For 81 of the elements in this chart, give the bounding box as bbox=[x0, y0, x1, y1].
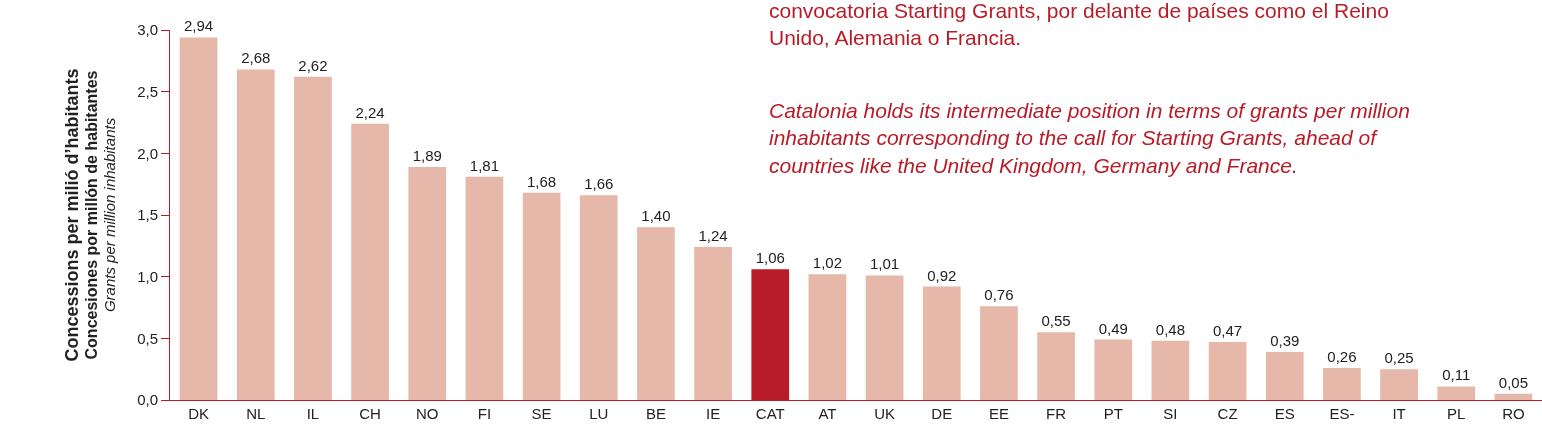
x-tick-label: FR bbox=[1046, 405, 1067, 422]
x-tick-label: IE bbox=[705, 405, 721, 422]
bar bbox=[694, 247, 732, 400]
bar bbox=[579, 195, 618, 400]
y-tick-label: 0,0 bbox=[137, 391, 158, 409]
data-label: 0,76 bbox=[984, 286, 1014, 304]
bar bbox=[1265, 351, 1304, 400]
bar bbox=[1208, 342, 1247, 400]
data-label: 0,26 bbox=[1327, 347, 1357, 365]
x-tick-label: RO bbox=[1502, 405, 1525, 422]
data-label: 1,24 bbox=[698, 227, 728, 245]
data-label: 1,02 bbox=[812, 254, 843, 272]
x-tick-label: NL bbox=[246, 405, 266, 422]
data-label: 1,06 bbox=[755, 249, 785, 267]
x-tick-label: EE bbox=[988, 405, 1009, 422]
x-tick-label: CH bbox=[359, 405, 381, 422]
x-tick-label: DE bbox=[931, 405, 953, 422]
x-tick-label: IL bbox=[306, 405, 320, 422]
data-label: 0,55 bbox=[1041, 312, 1071, 330]
bar bbox=[522, 192, 561, 400]
bar bbox=[1094, 339, 1133, 400]
x-tick-label: ES- bbox=[1329, 405, 1355, 422]
y-axis-title: Concessions per milió d’habitants Concesiones por millón de habitantes Grants per million inhabitants bbox=[62, 68, 118, 362]
bar bbox=[408, 166, 447, 400]
x-tick-label: PT bbox=[1103, 405, 1123, 422]
x-tick-label: CZ bbox=[1217, 405, 1238, 422]
bar bbox=[922, 286, 961, 400]
bar bbox=[1151, 340, 1190, 400]
x-tick-label: NO bbox=[416, 405, 439, 422]
data-label: 1,40 bbox=[641, 207, 671, 225]
data-label: 0,49 bbox=[1098, 319, 1128, 337]
data-label: 0,25 bbox=[1384, 349, 1414, 367]
x-tick-label: FI bbox=[477, 405, 492, 422]
data-label: 1,89 bbox=[412, 146, 442, 164]
y-tick-label: 3,0 bbox=[137, 21, 158, 39]
data-label: 0,48 bbox=[1155, 320, 1186, 338]
bar bbox=[865, 275, 904, 400]
x-tick-label: CAT bbox=[755, 405, 785, 422]
bar bbox=[637, 227, 675, 400]
x-tick-label: LU bbox=[589, 405, 609, 422]
data-label: 2,24 bbox=[355, 103, 385, 121]
bar bbox=[465, 176, 504, 400]
bar bbox=[1437, 386, 1476, 400]
bar bbox=[1380, 369, 1418, 400]
bar bbox=[1323, 367, 1361, 400]
data-label: 1,68 bbox=[526, 172, 557, 190]
data-label: 2,94 bbox=[183, 17, 214, 35]
annotation: Catalonia holds its intermediate position in terms of grants per million inhabitants corresponding to the call for Starting Grants, ahead of countries like the United Kingdom, Germany and France. bbox=[769, 99, 1410, 177]
data-label: 0,11 bbox=[1442, 366, 1471, 384]
annotation: convocatoria Starting Grants, por delante de países como el Reino Unido, Alemania o Francia. bbox=[769, 0, 1389, 50]
bar bbox=[294, 76, 332, 400]
bar bbox=[351, 123, 389, 400]
x-tick-label: BE bbox=[645, 405, 666, 422]
y-tick-label: 1,5 bbox=[137, 206, 158, 224]
data-label: 0,39 bbox=[1270, 331, 1300, 349]
x-tick-label: SI bbox=[1163, 405, 1178, 422]
data-label: 0,05 bbox=[1498, 373, 1529, 391]
data-label: 1,01 bbox=[869, 255, 900, 273]
data-label: 0,47 bbox=[1212, 322, 1243, 340]
y-tick-label: 2,5 bbox=[137, 82, 158, 100]
x-tick-label: UK bbox=[874, 405, 895, 422]
data-label: 0,92 bbox=[927, 266, 957, 284]
bar bbox=[179, 37, 218, 400]
x-tick-label: AT bbox=[818, 405, 837, 422]
data-label: 2,68 bbox=[241, 49, 271, 67]
bar bbox=[1494, 393, 1533, 400]
y-tick-label: 2,0 bbox=[137, 144, 158, 162]
data-label: 1,66 bbox=[584, 175, 614, 193]
y-tick-label: 1,0 bbox=[137, 267, 158, 285]
x-tick-label: DK bbox=[188, 405, 209, 422]
y-tick-label: 0,5 bbox=[137, 329, 158, 347]
bar bbox=[1037, 332, 1075, 400]
x-tick-label: PL bbox=[1447, 405, 1466, 422]
x-tick-label: SE bbox=[531, 405, 552, 422]
x-tick-label: ES bbox=[1274, 405, 1295, 422]
data-label: 1,81 bbox=[469, 156, 500, 174]
bar bbox=[980, 306, 1018, 400]
bar bbox=[808, 274, 847, 400]
bar bbox=[236, 69, 275, 400]
x-tick-label: IT bbox=[1392, 405, 1406, 422]
data-label: 2,62 bbox=[298, 56, 328, 74]
